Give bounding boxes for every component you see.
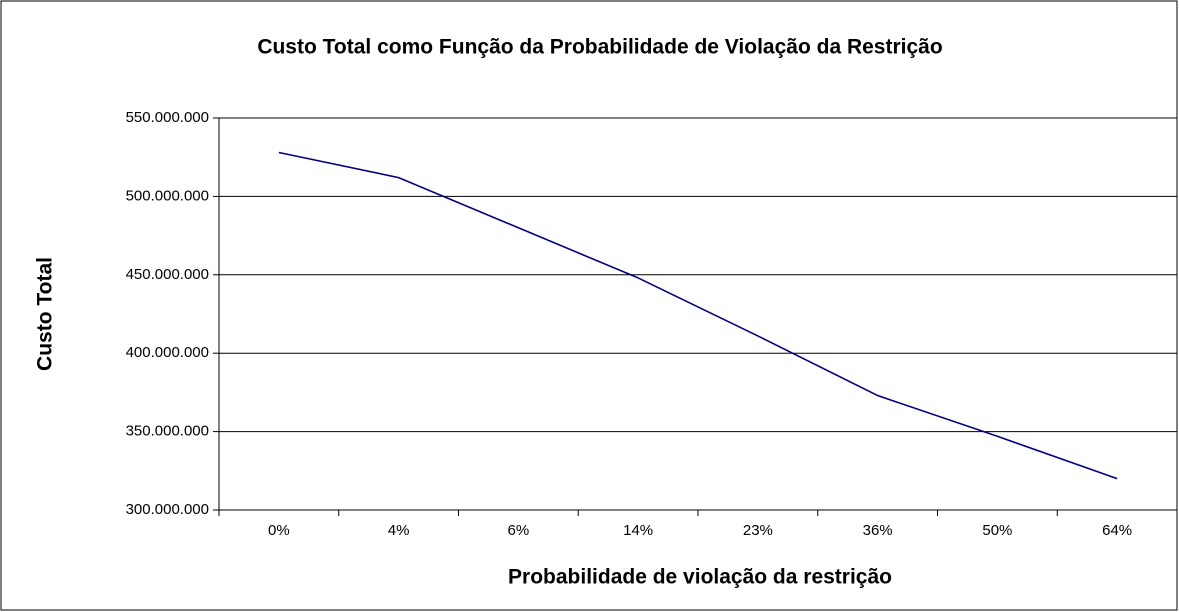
y-tick-label: 450.000.000 (126, 266, 209, 283)
x-tick-label: 36% (863, 522, 893, 539)
x-tick-label: 6% (508, 522, 530, 539)
chart-title: Custo Total como Função da Probabilidade… (257, 36, 942, 59)
x-axis-title: Probabilidade de violação da restrição (508, 566, 892, 589)
x-tick-label: 50% (982, 522, 1012, 539)
y-tick-label: 550.000.000 (126, 109, 209, 126)
y-tick-label: 500.000.000 (126, 187, 209, 204)
x-tick-label: 14% (623, 522, 653, 539)
x-tick-label: 0% (268, 522, 290, 539)
y-tick-label: 400.000.000 (126, 344, 209, 361)
x-tick-label: 23% (743, 522, 773, 539)
y-axis-title: Custo Total (34, 257, 57, 371)
y-tick-label: 300.000.000 (126, 501, 209, 518)
x-tick-label: 64% (1102, 522, 1132, 539)
data-line (278, 151, 1118, 480)
x-tick-label: 4% (388, 522, 410, 539)
y-tick-label: 350.000.000 (126, 423, 209, 440)
